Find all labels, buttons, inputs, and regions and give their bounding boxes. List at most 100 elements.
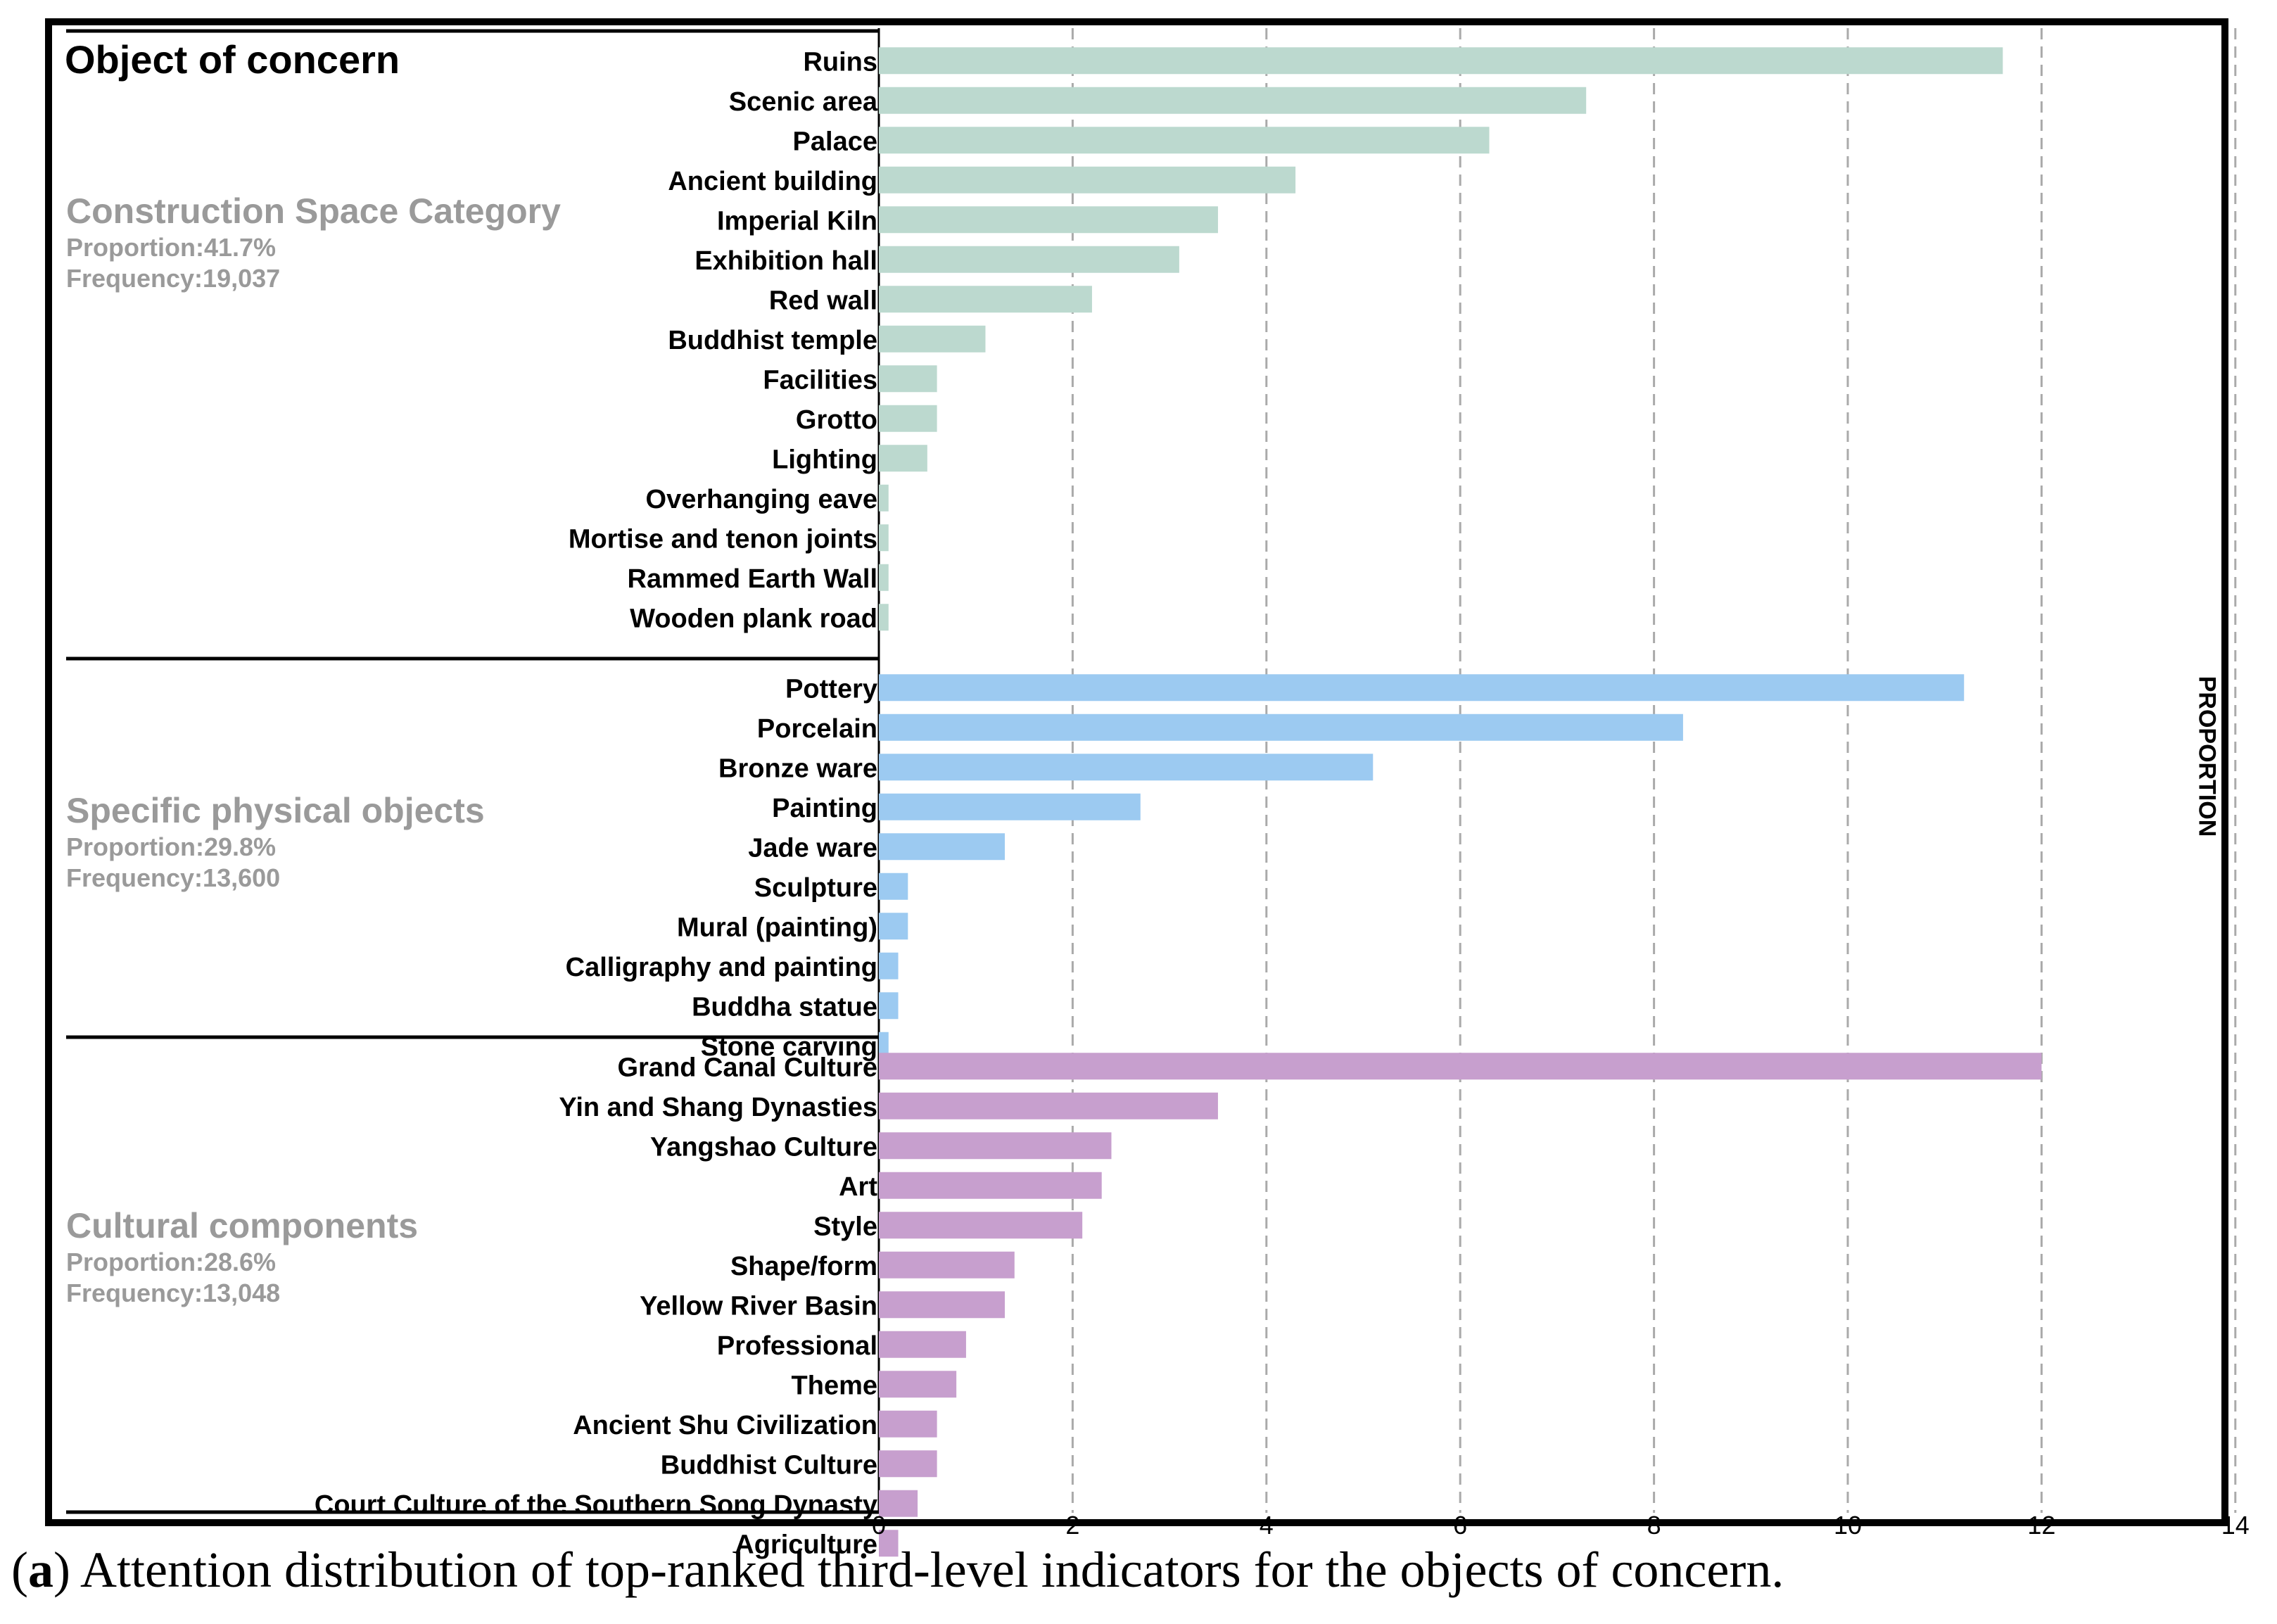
category-label: Professional bbox=[717, 1331, 877, 1361]
category-label: Palace bbox=[793, 127, 877, 156]
bar bbox=[879, 674, 1965, 702]
category-label: Overhanging eave bbox=[646, 485, 877, 514]
bar bbox=[879, 1172, 1102, 1199]
bar bbox=[879, 1053, 2042, 1080]
bar bbox=[879, 713, 1683, 741]
group-proportion: Proportion:41.7% bbox=[66, 233, 277, 262]
bar bbox=[879, 1291, 1006, 1319]
category-label: Scenic area bbox=[729, 87, 878, 117]
bar bbox=[879, 1251, 1015, 1279]
category-label: Buddhist Culture bbox=[661, 1450, 877, 1480]
bar bbox=[879, 166, 1296, 194]
group-frequency: Frequency:13,048 bbox=[66, 1279, 281, 1307]
category-label: Jade ware bbox=[748, 833, 877, 863]
category-label: Wooden plank road bbox=[630, 604, 877, 633]
category-label: Painting bbox=[772, 794, 877, 823]
bar bbox=[879, 1530, 899, 1557]
bar bbox=[879, 405, 937, 432]
category-label: Ancient building bbox=[668, 167, 877, 196]
category-label: Agriculture bbox=[735, 1530, 877, 1559]
bar bbox=[879, 365, 937, 393]
axis-label-proportion: PROPORTION bbox=[2193, 675, 2221, 837]
bar bbox=[879, 873, 908, 900]
group-proportion: Proportion:29.8% bbox=[66, 832, 277, 861]
category-label: Art bbox=[839, 1172, 877, 1202]
bar bbox=[879, 992, 899, 1020]
bar bbox=[879, 484, 889, 512]
chart-frame bbox=[45, 18, 2228, 1526]
category-label: Ancient Shu Civilization bbox=[573, 1411, 877, 1440]
bar bbox=[879, 1092, 1218, 1119]
category-label: Grotto bbox=[796, 405, 877, 435]
group-name: Construction Space Category bbox=[66, 191, 561, 231]
bar bbox=[879, 1450, 937, 1478]
caption-letter: a bbox=[27, 1542, 53, 1598]
x-tick-label: 10 bbox=[1834, 1511, 1862, 1540]
caption-text: Attention distribution of top-ranked thi… bbox=[80, 1542, 1784, 1598]
bar bbox=[879, 524, 889, 552]
group-name: Cultural components bbox=[66, 1206, 419, 1245]
bar bbox=[879, 47, 2003, 75]
category-label: Buddhist temple bbox=[668, 326, 877, 355]
group-name: Specific physical objects bbox=[66, 791, 485, 830]
bar bbox=[879, 206, 1218, 234]
bar bbox=[879, 952, 899, 979]
category-label: Stone carving bbox=[701, 1032, 877, 1062]
bar bbox=[879, 833, 1006, 861]
group-frequency: Frequency:19,037 bbox=[66, 264, 281, 293]
category-label: Grand Canal Culture bbox=[618, 1053, 878, 1082]
bar bbox=[879, 1490, 918, 1517]
category-label: Rammed Earth Wall bbox=[628, 564, 877, 594]
category-label: Lighting bbox=[772, 445, 877, 474]
category-label: Facilities bbox=[763, 365, 877, 395]
category-label: Buddha statue bbox=[692, 992, 877, 1022]
category-label: Red wall bbox=[769, 286, 877, 315]
bar bbox=[879, 246, 1179, 273]
x-tick-label: 14 bbox=[2221, 1511, 2250, 1540]
bar bbox=[879, 127, 1490, 154]
bar bbox=[879, 1371, 957, 1398]
category-label: Pottery bbox=[785, 674, 877, 704]
bar bbox=[879, 286, 1092, 313]
group-label-cultural: Cultural components Proportion:28.6% Fre… bbox=[66, 1205, 418, 1309]
bar bbox=[879, 1132, 1112, 1160]
category-label: Mural (painting) bbox=[677, 913, 877, 942]
bar bbox=[879, 1032, 889, 1059]
category-label: Ruins bbox=[803, 47, 877, 77]
bar bbox=[879, 564, 889, 591]
bar bbox=[879, 754, 1374, 781]
category-label: Mortise and tenon joints bbox=[569, 524, 877, 554]
category-label: Shape/form bbox=[730, 1252, 877, 1281]
category-label: Yangshao Culture bbox=[650, 1132, 877, 1162]
bar bbox=[879, 445, 927, 472]
group-label-construction: Construction Space Category Proportion:4… bbox=[66, 190, 561, 294]
bar bbox=[879, 1410, 937, 1438]
category-label: Theme bbox=[792, 1371, 877, 1400]
group-label-physical: Specific physical objects Proportion:29.… bbox=[66, 789, 485, 894]
x-tick-label: 4 bbox=[1260, 1511, 1274, 1540]
category-label: Yin and Shang Dynasties bbox=[559, 1093, 877, 1122]
bar bbox=[879, 1212, 1083, 1239]
category-label: Court Culture of the Southern Song Dynas… bbox=[315, 1490, 877, 1520]
bar bbox=[879, 793, 1141, 820]
x-tick-label: 2 bbox=[1065, 1511, 1079, 1540]
group-proportion: Proportion:28.6% bbox=[66, 1248, 277, 1276]
bar bbox=[879, 325, 986, 353]
x-tick-label: 8 bbox=[1647, 1511, 1661, 1540]
category-label: Yellow River Basin bbox=[640, 1291, 877, 1321]
group-frequency: Frequency:13,600 bbox=[66, 863, 281, 892]
category-label: Sculpture bbox=[754, 873, 877, 903]
figure-caption: (a) Attention distribution of top-ranked… bbox=[11, 1542, 1784, 1598]
x-tick-label: 6 bbox=[1453, 1511, 1467, 1540]
category-label: Imperial Kiln bbox=[717, 206, 877, 236]
category-label: Style bbox=[813, 1212, 877, 1241]
bar bbox=[879, 1331, 966, 1358]
category-label: Porcelain bbox=[757, 714, 877, 744]
category-label: Bronze ware bbox=[718, 754, 877, 783]
x-tick-label: 0 bbox=[872, 1511, 886, 1540]
chart-title: Object of concern bbox=[65, 37, 400, 82]
x-tick-label: 12 bbox=[2027, 1511, 2055, 1540]
bar bbox=[879, 87, 1587, 114]
category-label: Calligraphy and painting bbox=[566, 953, 877, 982]
category-label: Exhibition hall bbox=[694, 246, 877, 276]
